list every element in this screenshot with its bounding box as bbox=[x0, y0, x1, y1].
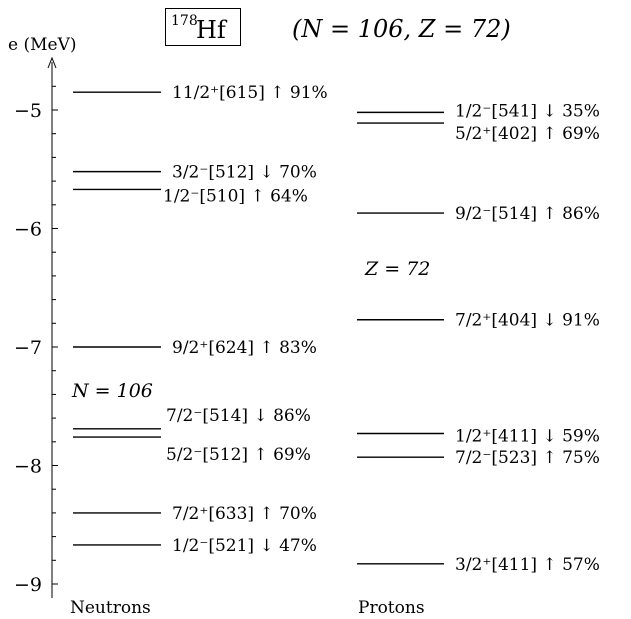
proton-level-label: 5/2⁺[402] ↑ 69% bbox=[455, 124, 600, 144]
neutron-level-label: 7/2⁺[633] ↑ 70% bbox=[172, 504, 317, 524]
neutron-level-label: 1/2⁻[521] ↓ 47% bbox=[172, 536, 317, 556]
protons-column-label: Protons bbox=[358, 598, 425, 618]
y-tick-label: −6 bbox=[14, 219, 42, 241]
y-tick-label: −9 bbox=[14, 574, 42, 596]
neutron-level-label: 1/2⁻[510] ↑ 64% bbox=[163, 186, 308, 206]
proton-level-label: 9/2⁻[514] ↑ 86% bbox=[455, 204, 600, 224]
y-tick-label: −8 bbox=[14, 456, 42, 478]
neutron-level-label: 3/2⁻[512] ↓ 70% bbox=[172, 163, 317, 183]
neutron-gap-label: N = 106 bbox=[71, 380, 153, 402]
y-tick-label: −7 bbox=[14, 337, 42, 359]
y-axis-arrow-icon bbox=[47, 56, 57, 69]
neutron-level-label: 11/2⁺[615] ↑ 91% bbox=[172, 83, 328, 103]
proton-level-label: 1/2⁺[411] ↓ 59% bbox=[455, 427, 600, 447]
neutron-levels: 11/2⁺[615] ↑ 91% 3/2⁻[512] ↓ 70% 1/2⁻[510]… bbox=[73, 83, 328, 556]
neutron-level-label: 9/2⁺[624] ↑ 83% bbox=[172, 338, 317, 358]
proton-level-label: 3/2⁺[411] ↑ 57% bbox=[455, 555, 600, 575]
neutron-level-label: 7/2⁻[514] ↓ 86% bbox=[166, 406, 311, 426]
element-symbol: Hf bbox=[196, 16, 228, 44]
quantum-numbers: (N = 106, Z = 72) bbox=[292, 15, 511, 43]
mass-number: 178 bbox=[171, 13, 198, 29]
y-tick-label: −5 bbox=[14, 100, 42, 122]
proton-levels: 1/2⁻[541] ↓ 35% 5/2⁺[402] ↑ 69% 9/2⁻[514] … bbox=[357, 101, 600, 575]
proton-level-label: 7/2⁺[404] ↓ 91% bbox=[455, 311, 600, 331]
proton-gap-label: Z = 72 bbox=[364, 258, 430, 280]
neutron-level-label: 5/2⁻[512] ↑ 69% bbox=[166, 445, 311, 465]
neutrons-column-label: Neutrons bbox=[70, 598, 151, 618]
proton-level-label: 7/2⁻[523] ↑ 75% bbox=[455, 448, 600, 468]
y-axis-label: e (MeV) bbox=[8, 35, 76, 55]
y-axis-ticks: −5 −6 −7 −8 −9 bbox=[14, 85, 58, 596]
proton-level-label: 1/2⁻[541] ↓ 35% bbox=[455, 101, 600, 121]
nucleus-title-box bbox=[165, 8, 241, 46]
